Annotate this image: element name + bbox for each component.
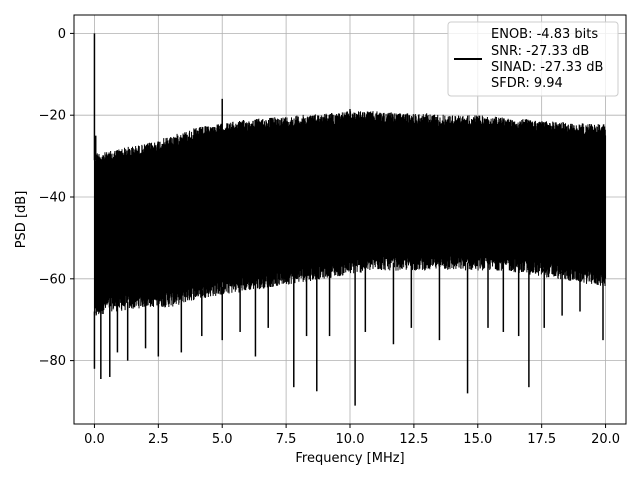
x-tick-label: 20.0 — [591, 432, 620, 447]
x-tick-label: 0.0 — [84, 432, 105, 447]
y-tick-label: −80 — [39, 354, 66, 369]
legend-enob: ENOB: -4.83 bits — [491, 27, 598, 42]
x-tick-label: 7.5 — [276, 432, 297, 447]
x-tick-label: 12.5 — [399, 432, 428, 447]
y-tick-label: −40 — [39, 191, 66, 206]
x-tick-label: 2.5 — [148, 432, 169, 447]
psd-series — [93, 33, 607, 406]
y-tick-label: −60 — [39, 272, 66, 287]
legend-snr: SNR: -27.33 dB — [491, 44, 589, 59]
legend: ENOB: -4.83 bits SNR: -27.33 dB SINAD: -… — [447, 21, 619, 97]
y-axis-label: PSD [dB] — [14, 191, 29, 249]
x-axis-label: Frequency [MHz] — [295, 451, 404, 466]
x-tick-label: 15.0 — [463, 432, 492, 447]
legend-sfdr: SFDR: 9.94 — [491, 76, 563, 91]
y-tick-label: −20 — [39, 109, 66, 124]
legend-sinad: SINAD: -27.33 dB — [491, 60, 603, 75]
x-tick-label: 5.0 — [212, 432, 233, 447]
legend-box — [447, 21, 619, 97]
y-tick-label: 0 — [58, 27, 66, 42]
psd-noise-trace — [93, 111, 607, 316]
x-tick-label: 10.0 — [336, 432, 365, 447]
x-tick-label: 17.5 — [527, 432, 556, 447]
y-axis-ticks: 0 −20 −40 −60 −80 — [39, 27, 74, 369]
x-axis-ticks: 0.0 2.5 5.0 7.5 10.0 12.5 15.0 17.5 20.0 — [84, 424, 620, 447]
